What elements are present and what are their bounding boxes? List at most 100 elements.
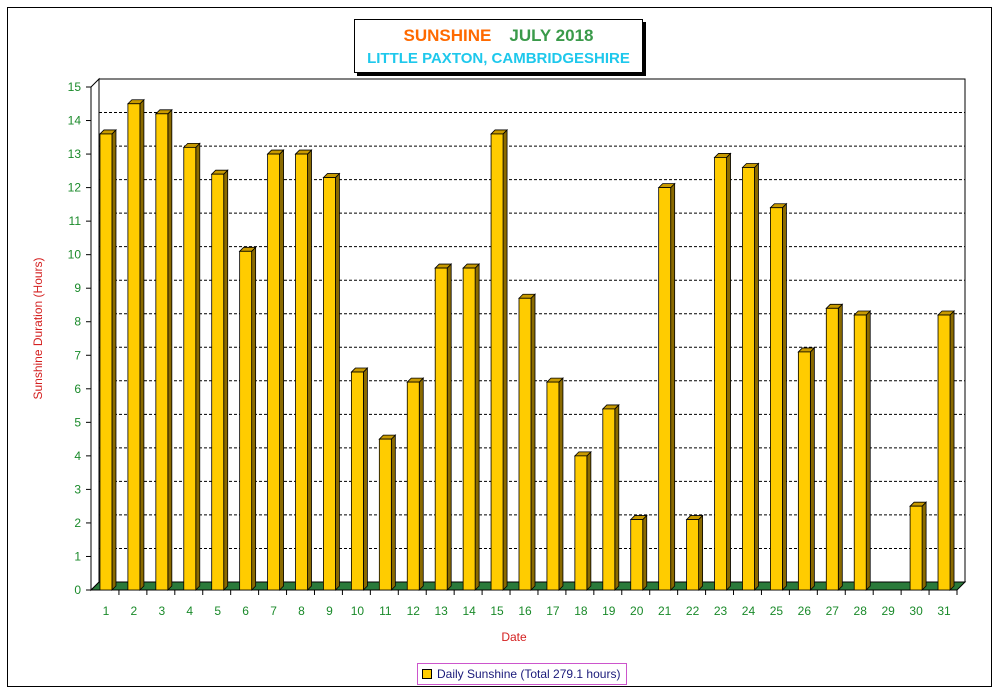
bar [714,157,727,591]
bar-side [782,202,787,591]
bar-side [195,142,201,591]
bar [211,173,225,591]
bar [239,250,253,591]
x-tick-label: 13 [435,604,449,618]
x-tick-label: 7 [270,604,277,618]
x-tick-label: 22 [686,604,700,618]
x-tick-label: 2 [131,604,138,618]
bar [490,133,504,591]
chart-title: SUNSHINE JULY 2018 [355,26,642,46]
bar-side [139,98,145,591]
bar-side [586,450,592,591]
bar-side [474,263,480,591]
bar-side [418,377,424,591]
x-axis-label: Date [501,630,527,644]
chart-title-month: JULY 2018 [509,26,594,45]
bar-side [167,108,173,591]
x-tick-label: 19 [602,604,616,618]
x-tick-label: 6 [242,604,249,618]
bar-side [223,169,229,591]
plot-side-wall [90,77,100,592]
x-tick-label: 31 [937,604,951,618]
bar [686,519,700,591]
y-tick-label: 5 [74,415,81,429]
y-tick-label: 0 [74,583,81,597]
bar-side [335,172,340,591]
bar [853,314,867,591]
x-tick-label: 9 [326,604,333,618]
bar [406,381,420,591]
bar [574,455,588,591]
legend: Daily Sunshine (Total 279.1 hours) [417,663,628,685]
bar [658,187,672,591]
bar-side [837,303,843,591]
bar [434,267,448,591]
bar [518,297,532,591]
bar-side [390,434,396,591]
bar [825,307,839,591]
chart-subtitle: LITTLE PAXTON, CAMBRIDGESHIRE [367,50,630,67]
x-tick-label: 10 [351,604,365,618]
x-tick-label: 3 [158,604,165,618]
bar-side [698,514,704,591]
y-tick-label: 6 [74,382,81,396]
x-tick-label: 20 [630,604,644,618]
bar-side [865,310,871,591]
bar-side [670,182,676,591]
bar-side [949,310,955,591]
y-tick-label: 3 [74,482,81,496]
y-tick-label: 7 [74,348,81,362]
bar [295,153,308,591]
bar-side [809,346,815,591]
bar [546,381,560,591]
bar-side [446,263,452,591]
chart-frame [7,7,992,687]
x-tick-label: 11 [379,604,392,618]
bar-side [502,128,508,591]
y-tick-label: 8 [74,315,81,329]
bar [462,267,476,591]
bar-side [279,149,284,591]
y-tick-label: 14 [68,114,82,128]
x-tick-label: 25 [770,604,784,618]
y-tick-label: 10 [68,248,82,262]
x-tick-label: 29 [881,604,895,618]
y-tick-label: 2 [74,516,81,530]
x-tick-label: 28 [854,604,868,618]
chart-title-main: SUNSHINE [403,26,492,45]
bar-side [921,501,927,591]
bar-side [251,246,257,591]
x-tick-label: 5 [214,604,221,618]
x-tick-label: 15 [490,604,504,618]
bar [183,146,197,591]
bar-side [307,149,312,591]
bar [742,167,755,591]
y-tick-label: 12 [68,181,82,195]
y-tick-label: 15 [68,80,82,94]
bar [99,133,113,591]
bar [770,207,783,591]
bar [937,314,951,591]
x-tick-label: 27 [826,604,840,618]
y-tick-label: 4 [74,449,81,463]
bar [155,113,169,591]
legend-swatch [422,669,432,679]
x-tick-label: 4 [186,604,193,618]
y-tick-label: 9 [74,281,81,295]
legend-label: Daily Sunshine (Total 279.1 hours) [437,667,621,681]
y-tick-label: 1 [74,549,81,563]
x-tick-label: 21 [658,604,672,618]
y-tick-label: 11 [69,214,82,228]
bar-side [614,403,620,591]
y-tick-label: 13 [68,147,82,161]
x-tick-label: 16 [518,604,532,618]
bar-side [754,162,759,591]
x-tick-label: 23 [714,604,728,618]
bar [630,519,644,591]
y-axis-label: Sunshine Duration (Hours) [31,257,45,399]
bar [909,505,923,591]
x-tick-label: 14 [462,604,476,618]
chart-title-box: SUNSHINE JULY 2018 LITTLE PAXTON, CAMBRID… [354,19,643,73]
x-tick-label: 30 [909,604,923,618]
